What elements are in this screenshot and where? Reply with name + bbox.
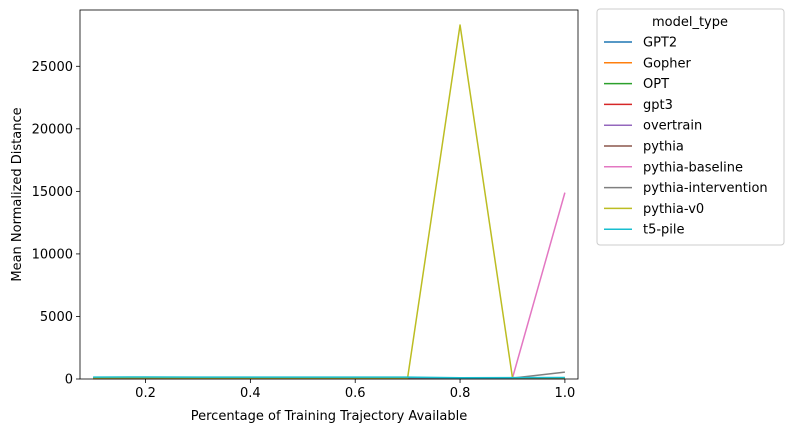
- legend-label-overtrain: overtrain: [643, 119, 702, 134]
- x-tick-label: 0.8: [450, 386, 471, 401]
- y-tick-label: 5000: [40, 310, 73, 325]
- legend: model_type GPT2 Gopher OPT gpt3 overtrain pyt…: [596, 8, 785, 246]
- legend-label-pythia-baseline: pythia-baseline: [643, 160, 743, 175]
- legend-label-gpt3: gpt3: [643, 98, 673, 113]
- y-tick-label: 20000: [32, 122, 73, 137]
- series-line-t5-pile: [93, 376, 565, 379]
- legend-label-gopher: Gopher: [643, 56, 692, 71]
- x-tick-label: 0.4: [240, 386, 261, 401]
- axis-ticks: 0.2 0.4 0.6 0.8 1.0 0 5000 10000 15000 20000 25000: [32, 60, 576, 401]
- legend-items: GPT2 Gopher OPT gpt3 overtrain pythia pythia-b…: [604, 36, 768, 238]
- legend-frame: [596, 8, 785, 246]
- x-tick-label: 1.0: [555, 386, 576, 401]
- y-tick-label: 0: [65, 373, 73, 388]
- legend-label-opt: OPT: [643, 77, 669, 92]
- x-tick-label: 0.6: [345, 386, 366, 401]
- plot-frame: [79, 9, 579, 380]
- plot-lines: [93, 24, 566, 380]
- legend-label-pythia-intervention: pythia-intervention: [643, 181, 768, 196]
- legend-label-pythia-v0: pythia-v0: [643, 202, 704, 217]
- legend-label-pythia: pythia: [643, 140, 684, 155]
- legend-title: model_type: [652, 15, 728, 30]
- legend-label-t5-pile: t5-pile: [643, 223, 685, 238]
- y-tick-label: 25000: [32, 60, 73, 75]
- y-axis-label: Mean Normalized Distance: [10, 107, 25, 281]
- x-tick-label: 0.2: [135, 386, 156, 401]
- x-axis-label: Percentage of Training Trajectory Availa…: [191, 409, 468, 424]
- legend-label-gpt2: GPT2: [643, 36, 677, 51]
- y-tick-label: 10000: [32, 247, 73, 262]
- y-tick-label: 15000: [32, 185, 73, 200]
